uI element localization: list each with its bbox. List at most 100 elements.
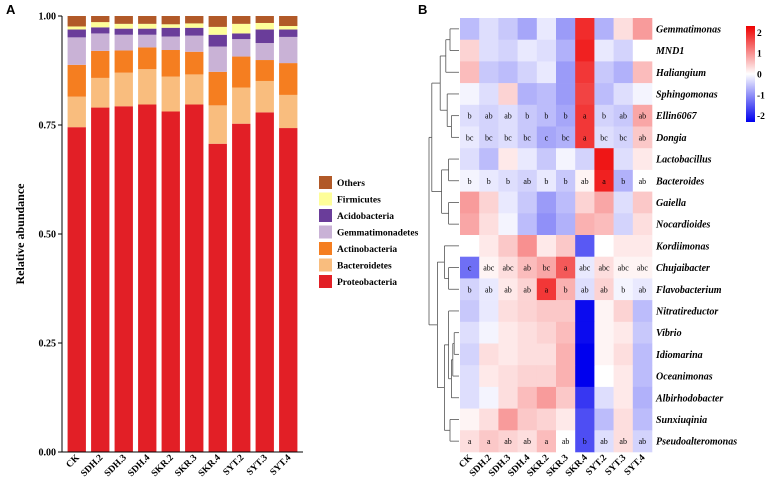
row-label: Oceanimonas	[656, 372, 713, 383]
column-labels: CKSDH.2SDH.3SDH.4SKR.2SKR.3SKR.4SYT.2SYT…	[458, 453, 648, 479]
significance-letter: ab	[523, 177, 531, 186]
bar-segment-bacteroidetes	[138, 69, 157, 105]
heatmap-cell	[536, 191, 557, 214]
heatmap-cell	[498, 386, 518, 409]
y-axis-label: Relative abundance	[13, 183, 27, 285]
heatmap-cell	[536, 300, 557, 323]
heatmap-cell	[536, 365, 557, 388]
heatmap-cell	[632, 321, 653, 344]
bar-segment-bacteroidetes	[232, 87, 251, 124]
significance-letter: b	[621, 285, 625, 294]
bar-segment-bacteroidetes	[255, 80, 274, 113]
bar-segment-actinobacteria	[161, 50, 180, 77]
colorbar-tick-label: -2	[757, 112, 765, 122]
heatmap-cell	[556, 278, 576, 301]
heatmap-cell	[556, 18, 576, 40]
legend-label: Firmicutes	[337, 196, 381, 206]
heatmap-cell	[498, 148, 518, 171]
heatmap-cell	[479, 408, 499, 431]
heatmap-cell	[498, 83, 518, 106]
heatmap-cell	[575, 300, 595, 323]
heatmap-cell	[594, 408, 614, 431]
heatmap-cell	[460, 278, 480, 301]
bar-segment-gemmatimonadetes	[161, 36, 180, 51]
heatmap-cell	[632, 213, 653, 236]
heatmap-cell	[594, 300, 614, 323]
heatmap-cell	[613, 365, 634, 388]
bar-segment-acidobacteria	[208, 34, 227, 47]
heatmap-cell	[613, 278, 634, 301]
heatmap-cell	[613, 104, 634, 127]
heatmap-cell	[517, 191, 538, 214]
legend-label: Acidobacteria	[337, 212, 394, 222]
bar-segment-actinobacteria	[138, 47, 157, 70]
heatmap-cell	[613, 235, 634, 257]
heatmap-cell	[536, 235, 557, 257]
row-label: Kordiimonas	[655, 241, 709, 252]
significance-letter: ab	[581, 285, 589, 294]
heatmap-cell	[517, 408, 538, 431]
x-tick-label: SKR.2	[150, 453, 176, 479]
significance-letter: abc	[579, 264, 591, 273]
heatmap-cell	[498, 408, 518, 431]
heatmap-cell	[498, 39, 518, 62]
bar-segment-bacteroidetes	[279, 94, 298, 129]
significance-letter: ab	[504, 112, 512, 121]
heatmap-cell	[632, 39, 653, 62]
bar-segment-proteobacteria	[161, 111, 180, 452]
heatmap-cell	[517, 169, 538, 192]
bar-segment-acidobacteria	[138, 28, 157, 35]
bar-segment-actinobacteria	[185, 51, 204, 75]
heatmap-cell	[498, 126, 518, 149]
heatmap-cell	[556, 235, 576, 257]
legend-swatch	[319, 258, 332, 272]
row-label: Sunxiuqinia	[656, 415, 707, 426]
bar-segment-bacteroidetes	[208, 105, 227, 144]
heatmap-cell	[556, 169, 576, 192]
y-tick-label: 0.25	[39, 339, 57, 350]
heatmap-cell	[517, 61, 538, 84]
row-label: Gaiella	[656, 198, 686, 209]
heatmap-cell	[498, 169, 518, 192]
x-tick-label: SKR.3	[173, 453, 199, 479]
bar-segment-acidobacteria	[279, 29, 298, 37]
row-dendrogram	[428, 28, 459, 442]
significance-letter: b	[544, 112, 548, 121]
heatmap-cell	[536, 408, 557, 431]
significance-letter: b	[506, 177, 510, 186]
heatmap-cell	[556, 39, 576, 62]
heatmap-cell	[460, 365, 480, 388]
heatmap-cell	[556, 430, 576, 453]
x-tick-label: SDH.3	[103, 453, 129, 479]
bar-segment-actinobacteria	[67, 64, 86, 97]
heatmap-cell	[613, 256, 634, 279]
significance-letter: b	[564, 177, 568, 186]
heatmap-cell	[594, 104, 614, 127]
bar-segment-firmicutes	[91, 22, 110, 28]
y-axis-ticks: 0.00 0.25 0.50 0.75 1.00	[39, 12, 62, 459]
heatmap-cell	[536, 39, 557, 62]
column-label: SYT.2	[584, 453, 609, 478]
heatmap-cell	[613, 343, 634, 366]
heatmap-cell	[536, 148, 557, 171]
bar-segment-gemmatimonadetes	[67, 37, 86, 65]
row-label: Flavobacterium	[655, 285, 722, 296]
heatmap-cell	[460, 18, 480, 40]
significance-letter: ab	[600, 285, 608, 294]
x-tick-label: SDH.2	[79, 453, 105, 479]
bar-segment-proteobacteria	[185, 104, 204, 453]
bar-segment-proteobacteria	[232, 123, 251, 452]
heatmap-cell	[556, 256, 576, 279]
heatmap-cell	[536, 213, 557, 236]
significance-letter: ab	[600, 437, 608, 446]
significance-letter: ab	[523, 285, 531, 294]
bar-segment-actinobacteria	[255, 60, 274, 81]
heatmap-cell	[594, 430, 614, 453]
significance-letter: ab	[504, 285, 512, 294]
significance-letter: c	[545, 133, 549, 142]
heatmap-cell	[498, 430, 518, 453]
bar-segment-gemmatimonadetes	[114, 34, 133, 51]
heatmap-cell	[498, 300, 518, 323]
heatmap-cell	[575, 39, 595, 62]
